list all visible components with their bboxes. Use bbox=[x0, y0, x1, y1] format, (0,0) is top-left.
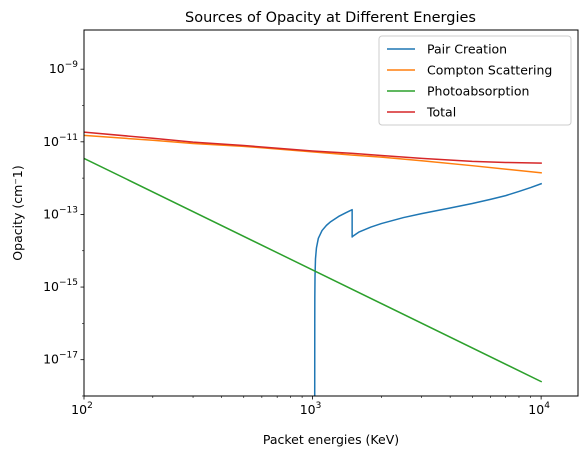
x-tick-label-exponent: 4 bbox=[544, 401, 550, 411]
legend-label-compton-scattering: Compton Scattering bbox=[427, 63, 552, 78]
y-tick-label-base: 10 bbox=[43, 134, 59, 149]
legend: Pair Creation Compton Scattering Photoabso… bbox=[379, 36, 571, 125]
y-axis-label: Opacity (cm⁻1) bbox=[10, 165, 25, 260]
x-tick-label-exponent: 2 bbox=[87, 401, 93, 411]
x-tick-label-base: 10 bbox=[528, 402, 544, 417]
y-tick-label-base: 10 bbox=[49, 61, 65, 76]
x-tick-label-base: 10 bbox=[71, 402, 87, 417]
x-tick-label-base: 10 bbox=[300, 402, 316, 417]
y-tick-label-base: 10 bbox=[43, 206, 59, 221]
legend-label-total: Total bbox=[426, 105, 456, 120]
legend-label-pair-creation: Pair Creation bbox=[427, 42, 507, 57]
y-tick-label-exponent: −11 bbox=[59, 133, 78, 143]
y-tick-label-exponent: −13 bbox=[59, 205, 78, 215]
y-tick-label-exponent: −17 bbox=[59, 351, 78, 361]
y-tick-label-base: 10 bbox=[43, 279, 59, 294]
x-tick-label-exponent: 3 bbox=[316, 401, 322, 411]
y-tick-label-base: 10 bbox=[43, 352, 59, 367]
y-tick-label-exponent: −15 bbox=[59, 278, 78, 288]
legend-label-photoabsorption: Photoabsorption bbox=[427, 84, 529, 99]
chart-title: Sources of Opacity at Different Energies bbox=[185, 10, 476, 26]
x-axis-label: Packet energies (KeV) bbox=[263, 432, 399, 447]
y-tick-label-exponent: −9 bbox=[65, 60, 79, 70]
